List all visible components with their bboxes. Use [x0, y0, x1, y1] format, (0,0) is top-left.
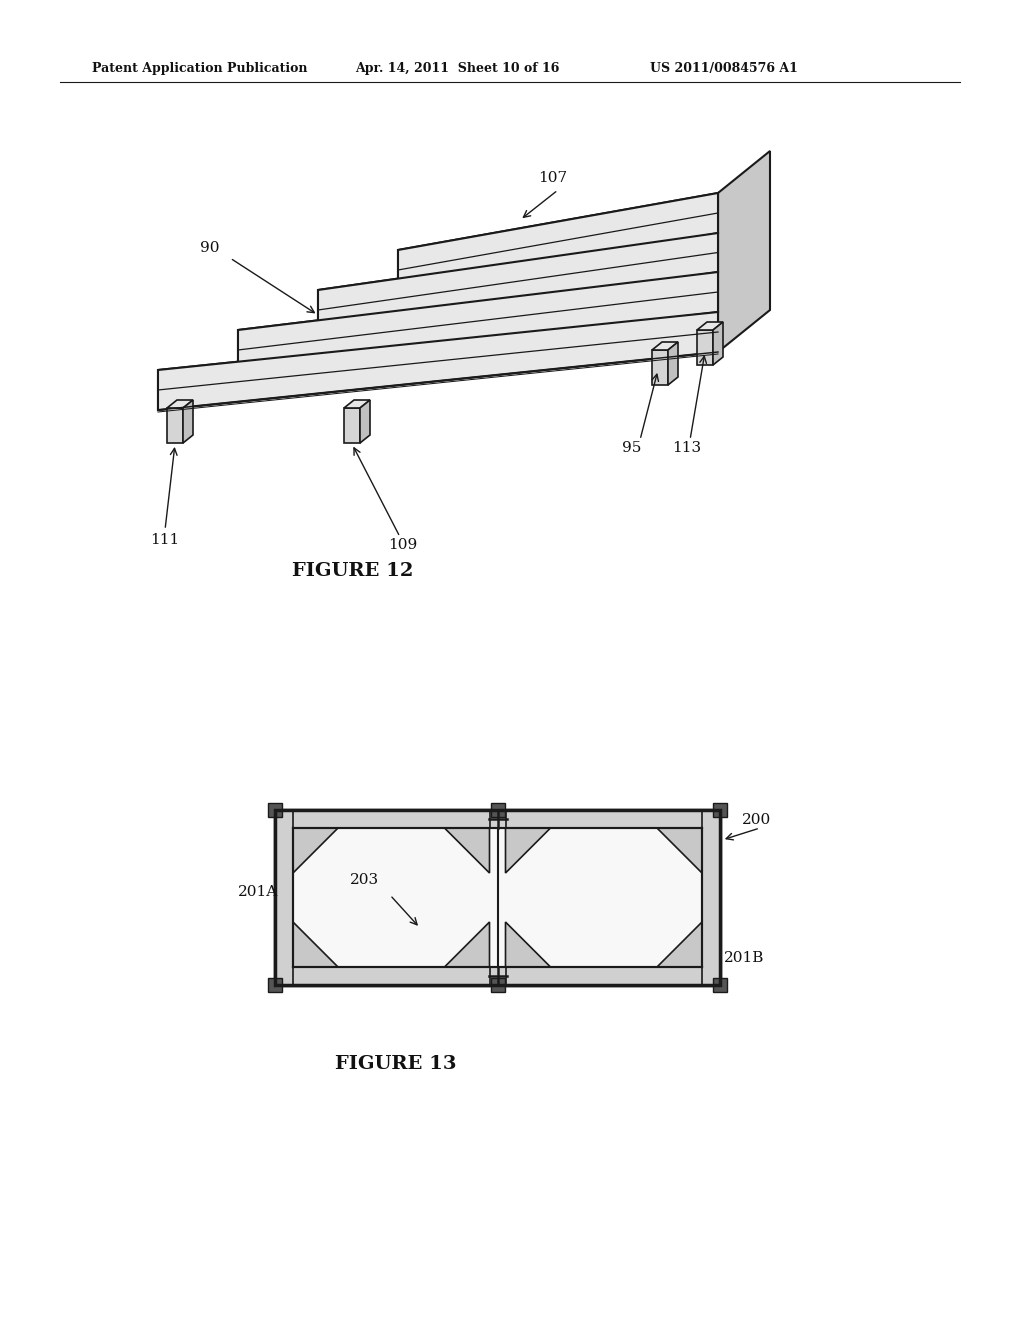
Polygon shape [318, 234, 718, 330]
Bar [490, 978, 505, 993]
Text: 95: 95 [622, 441, 641, 455]
Polygon shape [360, 400, 370, 444]
Text: 200: 200 [742, 813, 771, 828]
Text: Apr. 14, 2011  Sheet 10 of 16: Apr. 14, 2011 Sheet 10 of 16 [355, 62, 559, 75]
Polygon shape [167, 400, 193, 408]
Bar [275, 810, 720, 985]
Text: 107: 107 [538, 172, 567, 185]
Text: 113: 113 [672, 441, 701, 455]
Polygon shape [183, 400, 193, 444]
Polygon shape [506, 828, 551, 873]
Bar [490, 803, 505, 817]
Polygon shape [238, 272, 718, 370]
Polygon shape [238, 272, 718, 370]
Polygon shape [275, 810, 293, 985]
Polygon shape [344, 400, 370, 408]
Polygon shape [293, 828, 702, 968]
Text: 203: 203 [350, 873, 379, 887]
Polygon shape [489, 810, 506, 985]
Text: FIGURE 12: FIGURE 12 [292, 562, 414, 579]
Bar [275, 810, 720, 985]
Polygon shape [718, 150, 770, 352]
Polygon shape [697, 322, 723, 330]
Text: 201A: 201A [238, 884, 279, 899]
Bar [713, 978, 727, 993]
Polygon shape [158, 312, 718, 411]
Polygon shape [657, 921, 702, 968]
Polygon shape [167, 408, 183, 444]
Text: 201B: 201B [724, 950, 764, 965]
Text: 111: 111 [150, 533, 179, 546]
Polygon shape [398, 193, 718, 290]
Bar [713, 803, 727, 817]
Polygon shape [444, 828, 489, 873]
Text: Patent Application Publication: Patent Application Publication [92, 62, 307, 75]
Bar [268, 978, 282, 993]
Polygon shape [444, 921, 489, 968]
Text: FIGURE 13: FIGURE 13 [335, 1055, 457, 1073]
Bar [268, 803, 282, 817]
Polygon shape [344, 408, 360, 444]
Polygon shape [275, 810, 720, 828]
Text: US 2011/0084576 A1: US 2011/0084576 A1 [650, 62, 798, 75]
Polygon shape [293, 828, 338, 873]
Polygon shape [293, 921, 338, 968]
Polygon shape [697, 330, 713, 366]
Polygon shape [713, 322, 723, 366]
Polygon shape [158, 312, 718, 411]
Polygon shape [318, 234, 718, 330]
Polygon shape [657, 828, 702, 873]
Polygon shape [506, 921, 551, 968]
Polygon shape [702, 810, 720, 985]
Polygon shape [398, 193, 718, 290]
Bar [275, 810, 720, 985]
Text: 109: 109 [388, 539, 417, 552]
Text: 90: 90 [200, 242, 219, 255]
Polygon shape [652, 342, 678, 350]
Polygon shape [652, 350, 668, 385]
Polygon shape [275, 968, 720, 985]
Polygon shape [668, 342, 678, 385]
